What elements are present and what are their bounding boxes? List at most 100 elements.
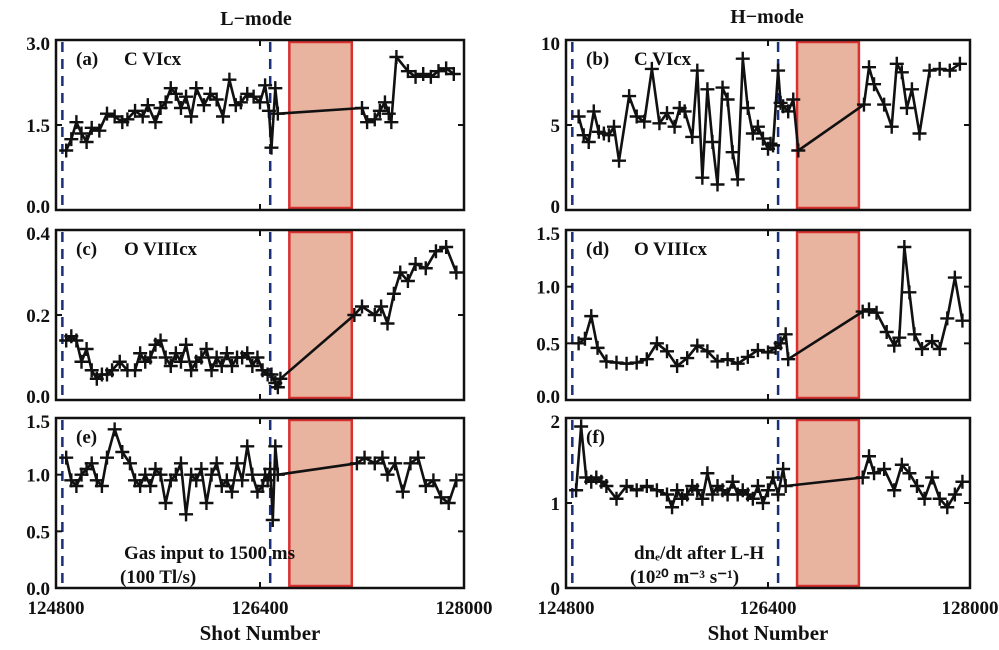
- y-tick-label: 1.0: [536, 278, 560, 299]
- panel-label: (e): [76, 427, 97, 448]
- data-point: [855, 470, 870, 485]
- data-point: [224, 359, 239, 373]
- data-point: [153, 333, 168, 348]
- data-point: [84, 120, 99, 135]
- data-point: [245, 467, 260, 482]
- data-point: [574, 419, 589, 434]
- data-point: [74, 126, 89, 141]
- y-tick-label: 0.0: [26, 579, 50, 600]
- data-point: [349, 456, 364, 471]
- data-point: [771, 63, 786, 78]
- data-point: [92, 123, 107, 138]
- data-point: [740, 101, 755, 115]
- shaded-region: [288, 418, 354, 588]
- data-point: [862, 60, 876, 75]
- data-point: [720, 92, 735, 107]
- shaded-region: [288, 40, 354, 210]
- data-point: [204, 363, 219, 378]
- data-point: [194, 462, 209, 476]
- data-point: [386, 286, 401, 301]
- data-point: [380, 316, 395, 331]
- data-point: [84, 456, 99, 471]
- column-title-0: L−mode: [220, 8, 292, 30]
- data-point: [439, 240, 454, 254]
- data-point: [268, 439, 283, 454]
- data-point: [439, 61, 454, 76]
- data-point: [735, 51, 750, 66]
- data-point: [925, 470, 940, 485]
- data-point: [112, 354, 127, 369]
- data-point: [778, 327, 793, 342]
- panel-name: O VIIIcx: [634, 239, 708, 260]
- data-point: [355, 299, 369, 314]
- data-point: [586, 104, 601, 119]
- data-point: [107, 109, 122, 124]
- data-point: [629, 355, 644, 370]
- data-point: [199, 496, 214, 510]
- data-point: [879, 325, 894, 339]
- data-point: [441, 496, 456, 510]
- data-point: [357, 450, 372, 465]
- data-point: [639, 352, 654, 367]
- data-point: [265, 513, 280, 527]
- data-point: [163, 359, 178, 373]
- y-tick-label: 1.5: [26, 412, 50, 433]
- data-point: [416, 67, 431, 81]
- data-point: [408, 257, 423, 271]
- data-point: [877, 97, 892, 112]
- data-point: [730, 356, 745, 371]
- data-point: [143, 350, 158, 365]
- data-point: [569, 483, 584, 498]
- series-line: [65, 245, 458, 389]
- data-point: [955, 313, 970, 328]
- shaded-region: [795, 418, 861, 588]
- data-point: [590, 340, 605, 355]
- data-point: [902, 285, 917, 300]
- data-point: [107, 422, 122, 437]
- panel-name-line-1: Gas input to 1500 ms: [124, 543, 295, 564]
- data-point: [179, 89, 194, 104]
- data-point: [128, 363, 143, 378]
- data-point: [912, 126, 927, 141]
- panel-label: (b): [586, 49, 609, 70]
- data-point: [128, 103, 143, 118]
- data-point: [660, 487, 674, 502]
- panel-name-line-2: (100 Tl/s): [120, 567, 196, 588]
- data-point: [270, 467, 285, 482]
- data-point: [395, 484, 410, 499]
- data-point: [59, 450, 74, 465]
- data-point: [233, 95, 248, 110]
- data-point: [700, 344, 715, 359]
- data-point: [773, 95, 788, 110]
- data-point: [619, 479, 634, 493]
- data-point: [377, 95, 392, 110]
- data-point: [599, 479, 614, 493]
- data-point: [639, 479, 654, 493]
- data-point: [680, 351, 695, 366]
- data-point: [360, 115, 375, 130]
- panel-label: (a): [76, 49, 98, 70]
- data-point: [922, 63, 937, 78]
- data-point: [773, 336, 788, 351]
- data-point: [725, 145, 740, 160]
- data-point: [889, 56, 904, 71]
- data-point: [577, 331, 592, 346]
- data-point: [710, 177, 725, 192]
- data-point: [138, 467, 153, 482]
- shaded-region: [795, 230, 861, 400]
- data-point: [446, 67, 461, 81]
- data-point: [680, 487, 695, 502]
- data-point: [899, 101, 914, 115]
- data-point: [94, 479, 109, 493]
- data-point: [887, 483, 902, 498]
- data-point: [740, 349, 755, 364]
- data-point: [855, 304, 870, 319]
- data-point: [209, 456, 224, 471]
- data-point: [173, 101, 188, 115]
- x-tick-label: 128000: [942, 598, 999, 619]
- y-tick-label: 0.0: [536, 387, 560, 408]
- data-point: [168, 346, 183, 361]
- data-point: [862, 302, 876, 317]
- data-point: [609, 491, 624, 506]
